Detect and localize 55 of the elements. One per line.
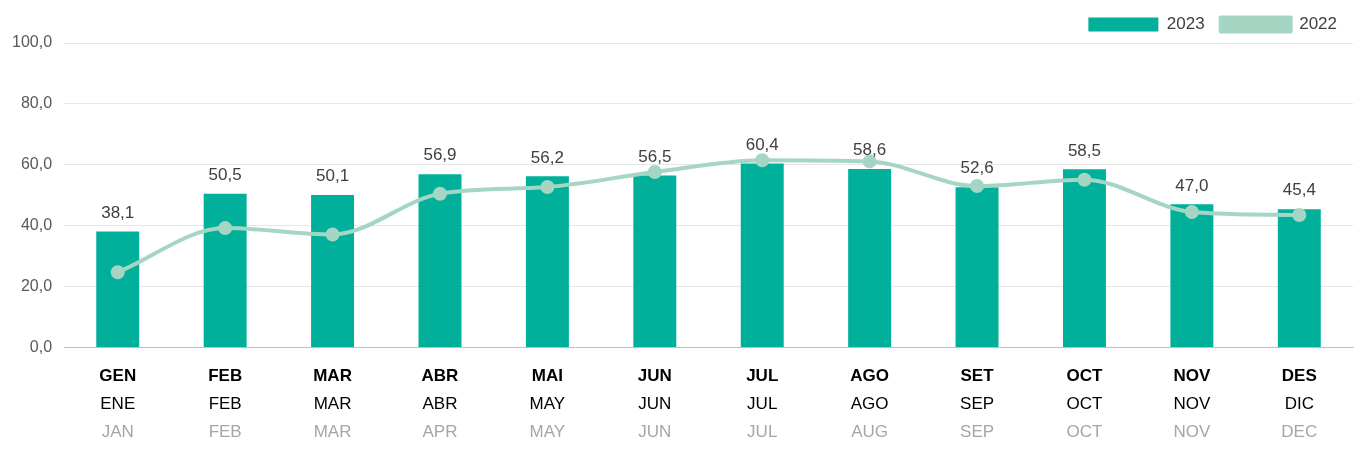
point	[218, 221, 233, 236]
y-tick-label: 60,0	[20, 155, 53, 173]
data-label: 56,2	[530, 147, 564, 167]
data-label: 50,5	[208, 164, 242, 184]
point	[110, 265, 125, 280]
y-tick-label: 40,0	[20, 216, 53, 234]
point	[1077, 172, 1092, 187]
y-tick-label: 20,0	[20, 276, 53, 294]
bar	[740, 163, 784, 347]
bar	[418, 174, 462, 347]
bar	[525, 176, 569, 347]
data-label: 47,0	[1175, 175, 1209, 195]
bar	[311, 194, 355, 347]
y-tick-label: 80,0	[20, 94, 53, 112]
point	[432, 186, 447, 201]
bar	[1062, 169, 1106, 347]
x-tick-label: MAI MAY MAY	[529, 365, 566, 441]
data-label: 52,6	[960, 158, 994, 178]
x-tick-label: FEB FEB FEB	[208, 365, 243, 441]
data-label: 45,4	[1282, 180, 1316, 200]
point	[1184, 204, 1199, 219]
x-tick-label: ABR ABR APR	[421, 365, 459, 441]
data-label: 38,1	[101, 202, 135, 222]
x-tick-label: SET SEP SEP	[960, 365, 995, 441]
y-tick-label: 100,0	[11, 33, 53, 51]
point	[540, 179, 555, 194]
bar	[955, 187, 999, 347]
bar	[96, 231, 140, 347]
x-tick-label: JUN JUN JUN	[637, 365, 672, 441]
point	[647, 165, 662, 180]
bar	[848, 169, 892, 347]
x-tick-label: OCT OCT OCT	[1066, 365, 1104, 441]
point	[970, 179, 985, 194]
point	[325, 227, 340, 242]
legend-label: 2023	[1166, 14, 1205, 34]
bar	[203, 193, 247, 347]
data-label: 56,5	[638, 146, 672, 166]
data-label: 58,6	[853, 140, 887, 160]
point	[755, 153, 770, 168]
data-label: 58,5	[1067, 140, 1102, 160]
bar	[633, 175, 677, 347]
legend-label: 2022	[1299, 14, 1338, 34]
x-tick-label: MAR MAR MAR	[313, 365, 352, 441]
x-tick-label: JUL JUL JUL	[746, 365, 779, 441]
x-tick-label: DES DIC DEC	[1281, 365, 1318, 441]
x-tick-label: AGO AGO AUG	[850, 365, 890, 441]
data-label: 60,4	[745, 134, 779, 154]
bar	[1277, 209, 1321, 347]
point	[1292, 207, 1307, 222]
y-tick-label: 0,0	[29, 337, 53, 355]
x-tick-label: GEN ENE JAN	[99, 365, 137, 441]
data-label: 56,9	[423, 145, 457, 165]
x-tick-label: NOV NOV NOV	[1173, 365, 1211, 441]
bar	[1170, 204, 1214, 347]
data-label: 50,1	[316, 166, 350, 186]
